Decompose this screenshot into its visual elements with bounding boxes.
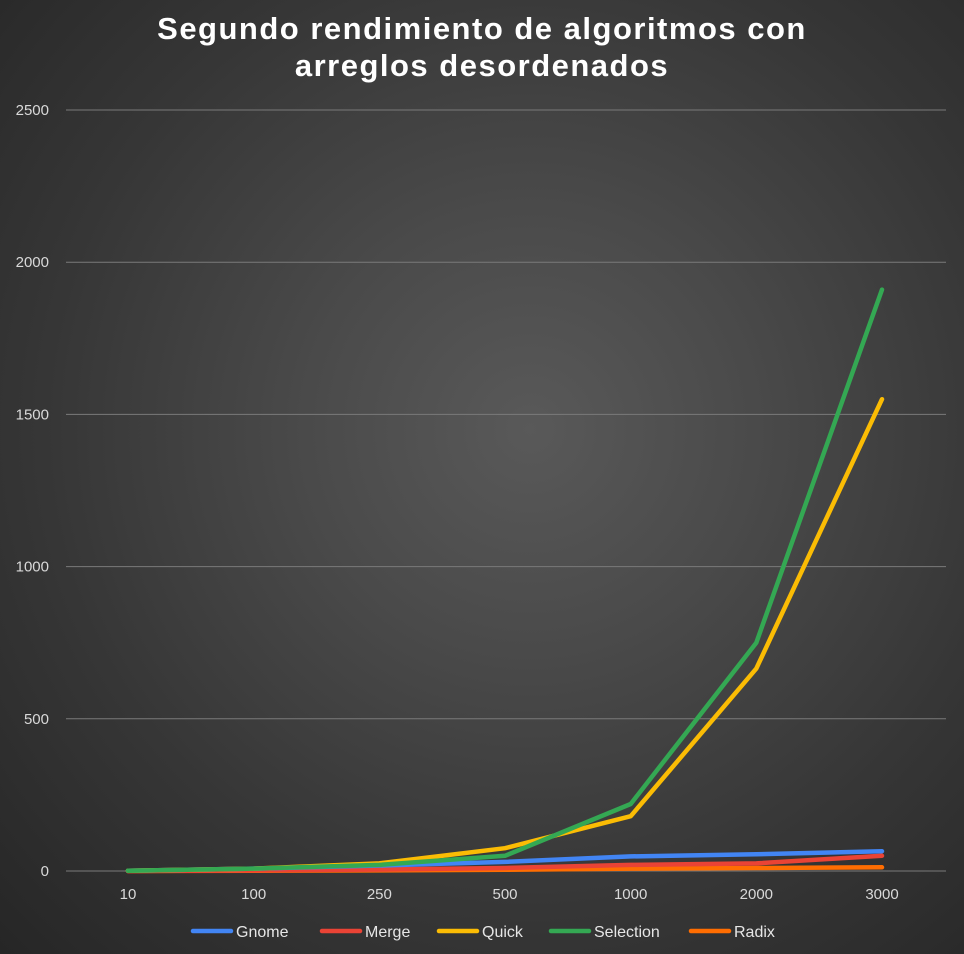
- y-tick-label: 2000: [16, 254, 49, 271]
- x-tick-label: 250: [367, 886, 392, 903]
- chart-title: Segundo rendimiento de algoritmos con ar…: [100, 10, 864, 84]
- legend-label-quick: Quick: [482, 924, 524, 941]
- series-line-quick: [125, 396, 885, 873]
- grid-lines: [66, 109, 946, 872]
- x-tick-label: 1000: [614, 886, 647, 903]
- y-tick-label: 500: [24, 711, 49, 728]
- y-tick-label: 1500: [16, 406, 49, 423]
- y-tick-label: 0: [41, 863, 49, 880]
- y-axis-ticks: 0 500 1000 1500 2000 2500: [16, 102, 49, 880]
- x-tick-label: 10: [120, 886, 137, 903]
- chart-title-line-2: arreglos desordenados: [294, 48, 670, 83]
- y-tick-label: 1000: [16, 559, 49, 576]
- series-line-selection: [125, 287, 885, 873]
- x-tick-label: 3000: [865, 886, 898, 903]
- legend: Gnome Merge Quick Selection Radix: [190, 924, 775, 941]
- legend-label-radix: Radix: [734, 924, 775, 941]
- legend-label-gnome: Gnome: [236, 924, 289, 941]
- x-tick-label: 2000: [740, 886, 773, 903]
- series-lines: [125, 287, 885, 874]
- x-tick-label: 100: [241, 886, 266, 903]
- chart-title-line-1: Segundo rendimiento de algoritmos con: [157, 11, 807, 46]
- x-tick-label: 500: [492, 886, 517, 903]
- legend-label-selection: Selection: [594, 924, 660, 941]
- legend-label-merge: Merge: [365, 924, 410, 941]
- x-axis-ticks: 10 100 250 500 1000 2000 3000: [120, 886, 899, 903]
- y-tick-label: 2500: [16, 102, 49, 119]
